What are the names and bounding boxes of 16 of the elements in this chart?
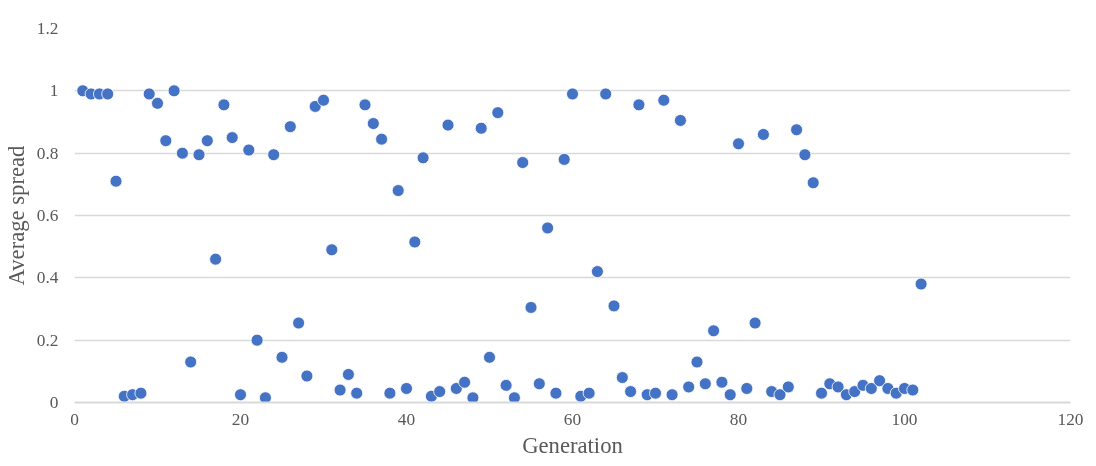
x-tick-label: 40 — [397, 409, 416, 429]
x-tick-label: 100 — [891, 409, 918, 429]
y-tick-label: 0.8 — [36, 143, 59, 163]
x-tick-label: 60 — [563, 409, 582, 429]
y-tick-label: 1 — [49, 81, 59, 101]
x-tick-label: 120 — [1057, 409, 1084, 429]
y-tick-label: 0.4 — [36, 268, 59, 288]
y-tick-label: 1.2 — [36, 19, 59, 38]
x-tick-label: 0 — [70, 409, 79, 429]
x-axis-title: Generation — [522, 432, 623, 458]
y-axis-title: Average spread — [3, 144, 29, 286]
y-tick-label: 0 — [49, 393, 59, 412]
x-tick-label: 20 — [231, 409, 250, 429]
y-tick-label: 0.6 — [36, 206, 59, 225]
x-tick-label: 80 — [729, 409, 748, 429]
y-tick-label: 0.2 — [36, 330, 59, 350]
